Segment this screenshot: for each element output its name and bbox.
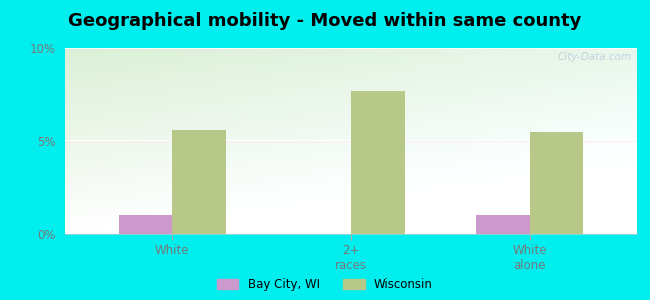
Text: City-Data.com: City-Data.com: [557, 52, 631, 62]
Bar: [530, 132, 584, 234]
Legend: Bay City, WI, Wisconsin: Bay City, WI, Wisconsin: [217, 278, 433, 291]
Bar: [172, 130, 226, 234]
Bar: [351, 91, 404, 234]
Text: Geographical mobility - Moved within same county: Geographical mobility - Moved within sam…: [68, 12, 582, 30]
Bar: [476, 215, 530, 234]
Bar: [118, 215, 172, 234]
